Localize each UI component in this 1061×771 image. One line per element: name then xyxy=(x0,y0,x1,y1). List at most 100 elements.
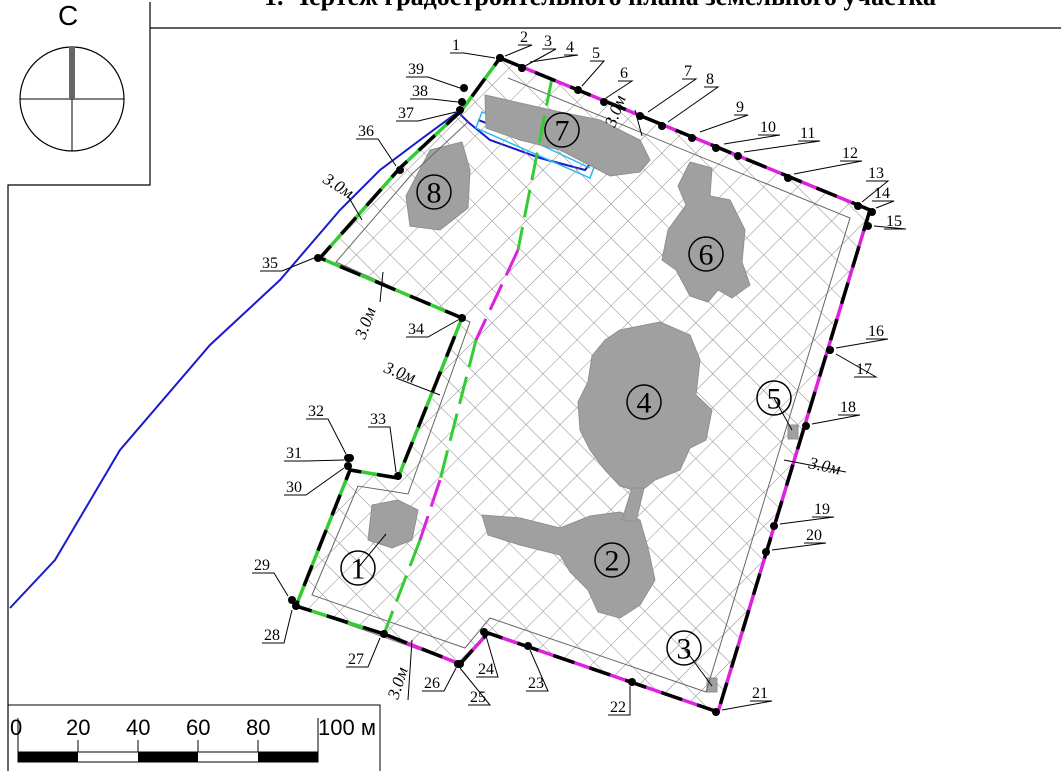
point-label-14: 14 xyxy=(874,185,890,202)
point-label-19: 19 xyxy=(814,501,830,518)
boundary-point-29 xyxy=(288,596,296,604)
point-label-13: 13 xyxy=(868,165,884,182)
point-label-15: 15 xyxy=(886,213,902,230)
point-leader-12 xyxy=(793,160,863,175)
boundary-point-32 xyxy=(346,454,354,462)
boundary-point-20 xyxy=(762,548,770,556)
point-label-1: 1 xyxy=(452,37,460,54)
boundary-point-35 xyxy=(314,254,322,262)
point-label-38: 38 xyxy=(412,83,428,100)
point-label-3: 3 xyxy=(544,33,552,50)
building-circle-2 xyxy=(594,542,630,578)
building-circle-1 xyxy=(340,550,376,586)
buildings xyxy=(367,94,799,693)
point-leader-10 xyxy=(723,134,781,145)
point-leader-31 xyxy=(284,459,345,462)
point-label-21: 21 xyxy=(752,685,768,702)
point-label-30: 30 xyxy=(286,479,302,496)
boundary-point-34 xyxy=(458,314,466,322)
point-label-6: 6 xyxy=(620,65,628,82)
point-leader-16 xyxy=(835,338,889,349)
point-leader-3 xyxy=(524,48,557,67)
point-label-39: 39 xyxy=(408,61,424,78)
point-label-20: 20 xyxy=(806,527,822,544)
building-6-shape xyxy=(661,161,751,303)
building-2-neck xyxy=(621,487,645,523)
point-leader-35 xyxy=(260,257,315,272)
building-4-shape xyxy=(577,321,713,493)
scale-label-60: 60 xyxy=(186,715,210,740)
building-circle-5 xyxy=(756,380,792,416)
building-circle-4 xyxy=(626,384,662,420)
boundary-point-6 xyxy=(600,98,608,106)
boundary-point-7 xyxy=(636,112,644,120)
building-5-shape xyxy=(787,424,799,440)
boundary-point-21 xyxy=(712,708,720,716)
scale-label-80: 80 xyxy=(246,715,270,740)
boundary-point-38 xyxy=(458,98,466,106)
building-leader-1 xyxy=(357,533,387,569)
point-label-35: 35 xyxy=(262,255,278,272)
scale-label-100: 100 м xyxy=(318,715,376,740)
point-leader-4 xyxy=(529,54,579,63)
point-leader-13 xyxy=(861,180,890,203)
building-number-2: 2 xyxy=(605,545,620,578)
point-leader-27 xyxy=(346,637,381,668)
point-leader-19 xyxy=(779,516,835,525)
setback-line xyxy=(311,77,851,693)
building-number-8: 8 xyxy=(427,177,442,210)
point-label-4: 4 xyxy=(566,39,574,56)
scale-bar: 0 20 40 60 80 100 м xyxy=(8,704,381,771)
north-letter: С xyxy=(58,0,79,31)
boundary-point-11 xyxy=(734,152,742,160)
point-label-23: 23 xyxy=(528,675,544,692)
building-circle-7 xyxy=(544,112,580,148)
point-leader-37 xyxy=(396,111,457,122)
point-leader-36 xyxy=(356,138,397,167)
point-leader-20 xyxy=(771,542,827,551)
point-label-11: 11 xyxy=(800,125,815,142)
building-number-5: 5 xyxy=(767,383,782,416)
point-leader-5 xyxy=(581,60,606,87)
point-label-17: 17 xyxy=(856,361,872,378)
boundary-point-12 xyxy=(784,174,792,182)
boundary-point-26 xyxy=(456,660,464,668)
point-label-33: 33 xyxy=(370,411,386,428)
point-leaders xyxy=(252,44,907,716)
point-leader-14 xyxy=(872,200,895,209)
scale-label-20: 20 xyxy=(66,715,90,740)
scale-label-0: 0 xyxy=(10,715,22,740)
boundary-point-37 xyxy=(456,106,464,114)
point-label-31: 31 xyxy=(286,445,302,462)
point-label-5: 5 xyxy=(592,45,600,62)
setback-label: 3.0м xyxy=(381,358,419,387)
boundary-point-10 xyxy=(712,144,720,152)
point-leader-38 xyxy=(410,98,459,103)
point-leader-28 xyxy=(262,609,293,644)
point-label-24: 24 xyxy=(478,661,494,678)
point-label-28: 28 xyxy=(264,627,280,644)
point-leader-29 xyxy=(252,572,289,597)
boundary-point-22 xyxy=(628,678,636,686)
building-number-6: 6 xyxy=(699,239,714,272)
map-title: 1. Чертеж градостроительного плана земел… xyxy=(160,0,1040,12)
point-leader-1 xyxy=(450,52,496,59)
point-leader-17 xyxy=(835,353,878,378)
point-leader-21 xyxy=(721,700,773,711)
point-leader-15 xyxy=(873,225,907,230)
point-label-36: 36 xyxy=(358,123,374,140)
building-8-shape xyxy=(405,141,471,231)
point-leader-33 xyxy=(368,426,397,473)
point-leader-8 xyxy=(667,86,720,123)
building-leader-3 xyxy=(683,647,713,687)
point-label-16: 16 xyxy=(868,323,884,340)
boundary-point-5 xyxy=(574,86,582,94)
boundary-point-17 xyxy=(826,346,834,354)
point-label-34: 34 xyxy=(408,321,424,338)
building-circle-8 xyxy=(416,174,452,210)
point-label-7: 7 xyxy=(684,63,692,80)
point-leader-7 xyxy=(647,78,698,113)
point-leader-2 xyxy=(504,44,533,57)
